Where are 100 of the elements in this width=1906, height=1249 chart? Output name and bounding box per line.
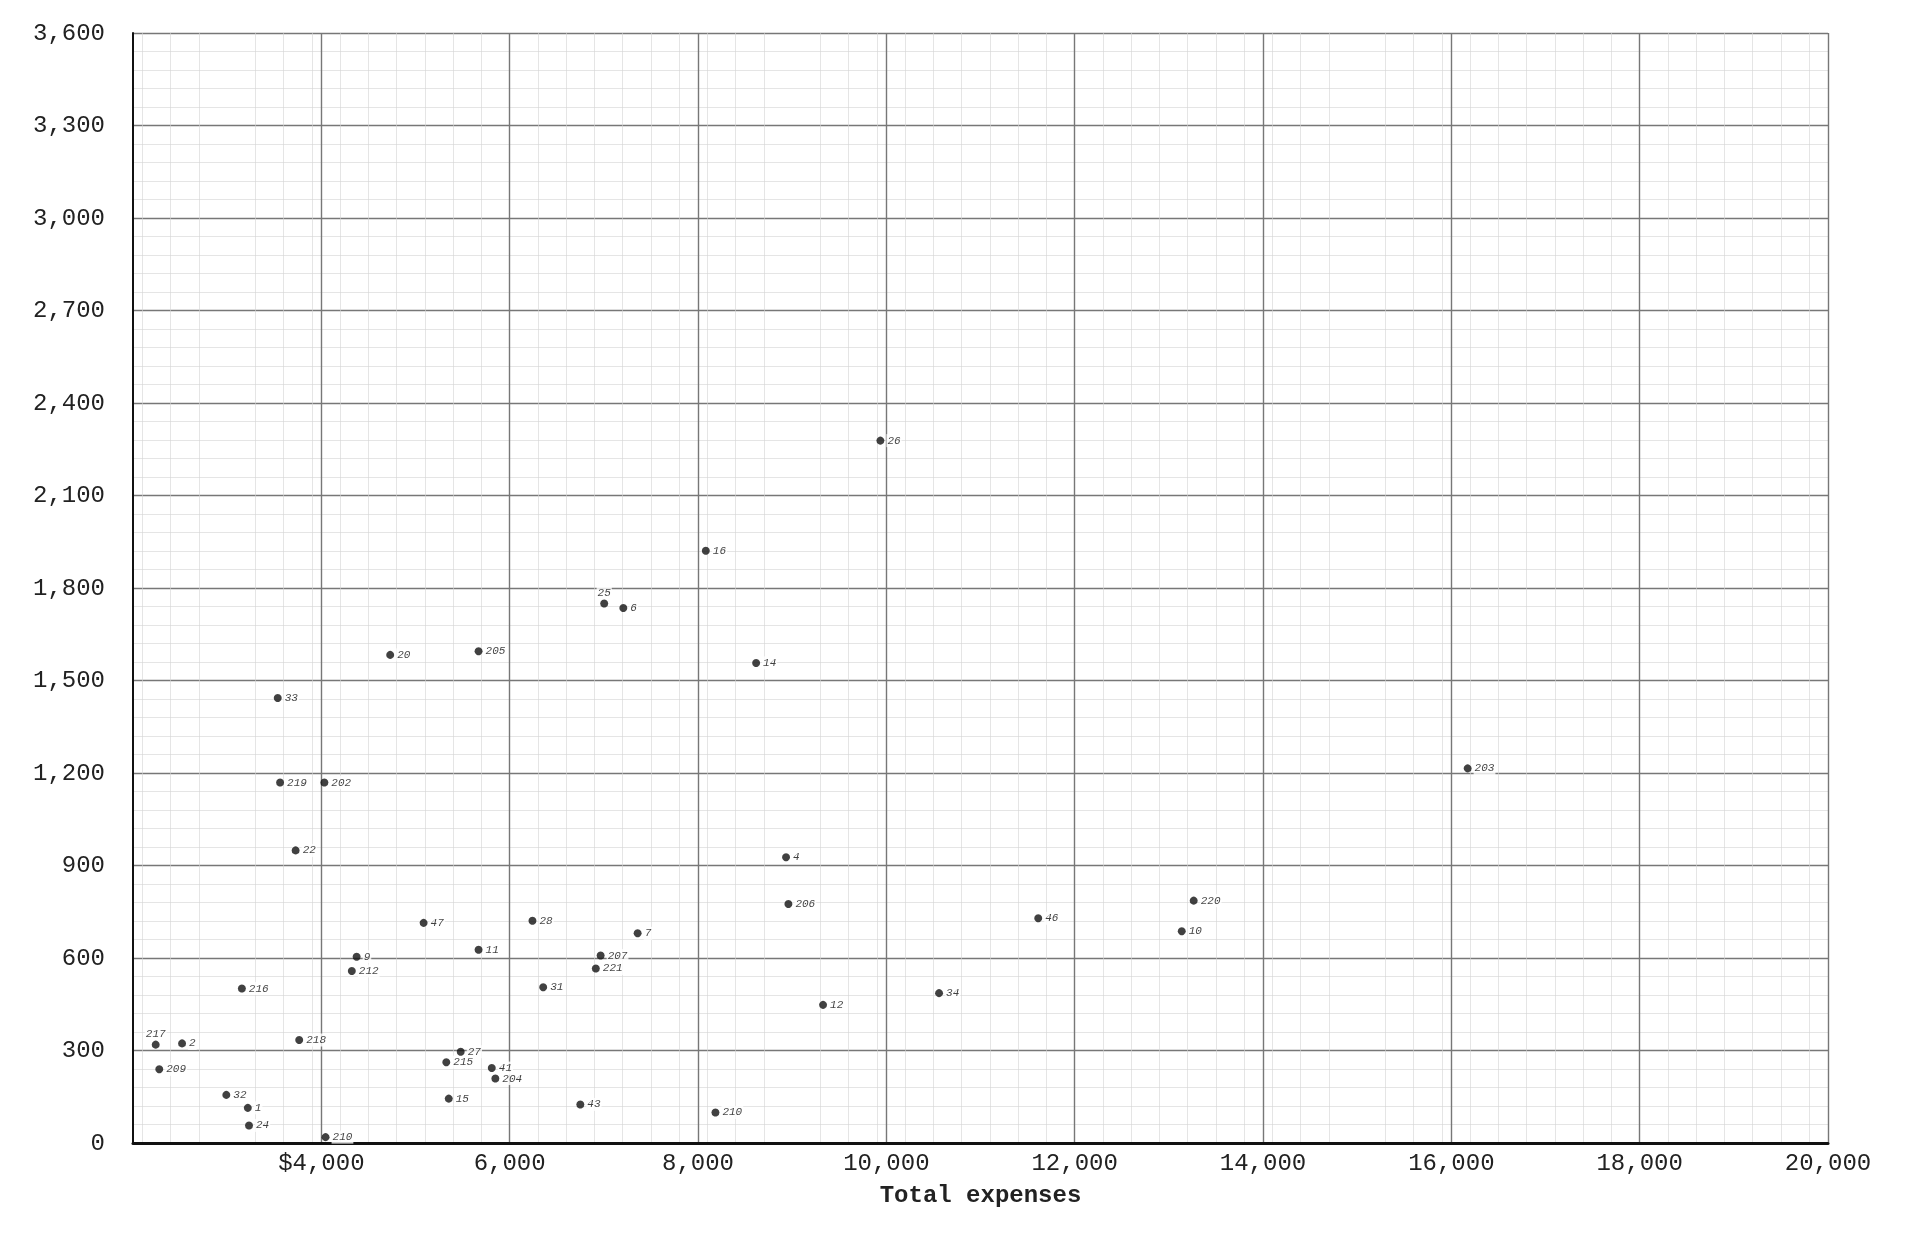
point <box>222 1090 231 1099</box>
annotation: 34 <box>946 987 960 1000</box>
annotation: 210 <box>722 1106 743 1119</box>
annotation: 215 <box>453 1056 474 1069</box>
point <box>619 604 628 613</box>
annotation: 2 <box>189 1037 197 1050</box>
annotation: 219 <box>287 776 308 789</box>
y-tick-label: 900 <box>61 852 105 879</box>
point <box>320 778 329 787</box>
annotation: 27 <box>467 1045 482 1058</box>
point <box>273 694 282 703</box>
point <box>291 846 300 855</box>
annotation: 16 <box>712 544 727 557</box>
annotation: 210 <box>332 1131 353 1144</box>
y-tick-label: 3,600 <box>32 19 105 47</box>
x-tick-label: 10,000 <box>843 1149 930 1177</box>
x-tick-label: 20,000 <box>1784 1149 1872 1177</box>
annotation: 32 <box>233 1088 247 1101</box>
point <box>456 1047 465 1056</box>
y-tick-label: 2,700 <box>32 297 105 324</box>
point <box>419 918 428 927</box>
y-tick-label: 0 <box>90 1129 105 1157</box>
point <box>1177 927 1186 936</box>
annotation: 204 <box>502 1072 523 1085</box>
point <box>237 984 246 993</box>
annotation: 10 <box>1188 925 1203 938</box>
point <box>155 1065 164 1074</box>
point <box>600 599 609 608</box>
annotation: 24 <box>256 1119 270 1132</box>
point <box>347 966 356 975</box>
point <box>1463 764 1472 773</box>
annotation: 46 <box>1045 912 1059 925</box>
point <box>151 1040 160 1049</box>
annotation: 41 <box>498 1062 512 1075</box>
x-tick-label: 8,000 <box>661 1149 735 1177</box>
x-tick-label: 16,000 <box>1408 1149 1495 1177</box>
annotation: 205 <box>485 645 506 658</box>
point <box>474 647 483 656</box>
point <box>487 1064 496 1073</box>
point <box>819 1000 828 1009</box>
annotation: 202 <box>331 776 352 789</box>
y-tick-label: 1,200 <box>32 759 105 787</box>
point <box>474 945 483 954</box>
point <box>321 1133 330 1142</box>
annotation: 15 <box>455 1092 470 1105</box>
point <box>752 658 761 667</box>
annotation: 220 <box>1200 894 1221 907</box>
point <box>295 1036 304 1045</box>
annotation: 14 <box>763 656 777 669</box>
point <box>935 989 944 998</box>
point <box>539 983 548 992</box>
annotation: 203 <box>1474 762 1495 775</box>
point <box>528 916 537 925</box>
annotation: 207 <box>607 949 628 962</box>
x-tick-label: 18,000 <box>1596 1149 1683 1177</box>
x-tick-label: 6,000 <box>473 1149 546 1177</box>
annotation: 206 <box>795 898 816 911</box>
point <box>444 1094 453 1103</box>
point <box>442 1058 451 1067</box>
point <box>591 964 600 973</box>
point <box>1034 914 1043 923</box>
annotation: 7 <box>644 927 652 940</box>
annotation: 20 <box>397 648 411 661</box>
point <box>352 952 361 961</box>
y-tick-label: 3,300 <box>32 112 105 139</box>
annotation: 4 <box>793 851 800 864</box>
x-tick-label: 14,000 <box>1219 1149 1307 1177</box>
annotation: 11 <box>485 943 499 956</box>
x-tick-label: $4,000 <box>278 1149 365 1177</box>
y-tick-label: 3,000 <box>32 204 105 232</box>
annotation: 209 <box>166 1063 187 1076</box>
y-tick-label: 2,400 <box>32 389 105 417</box>
annotation: 1 <box>254 1101 262 1114</box>
point <box>596 951 605 960</box>
annotation: 217 <box>145 1028 166 1041</box>
annotation: 33 <box>284 692 299 705</box>
point <box>701 546 710 555</box>
point <box>178 1039 187 1048</box>
point <box>784 900 793 909</box>
annotation: 28 <box>539 914 554 927</box>
annotation: 6 <box>630 602 638 615</box>
point <box>876 436 885 445</box>
point <box>491 1074 500 1083</box>
x-tick-label: 12,000 <box>1031 1149 1118 1177</box>
y-tick-label: 1,800 <box>32 574 105 602</box>
point <box>633 929 642 938</box>
point <box>276 778 285 787</box>
annotation: 47 <box>430 916 445 929</box>
annotation: 9 <box>363 950 371 963</box>
y-tick-label: 1,500 <box>32 667 105 694</box>
annotation: 31 <box>550 981 564 994</box>
y-tick-label: 600 <box>61 944 105 972</box>
x-axis-title: Total expenses <box>879 1181 1082 1209</box>
point <box>782 853 791 862</box>
annotation: 22 <box>302 844 317 857</box>
annotation: 12 <box>830 998 844 1011</box>
y-tick-label: 2,100 <box>32 482 105 509</box>
y-tick-label: 300 <box>61 1037 105 1064</box>
annotation: 25 <box>597 586 612 599</box>
point <box>711 1108 720 1117</box>
